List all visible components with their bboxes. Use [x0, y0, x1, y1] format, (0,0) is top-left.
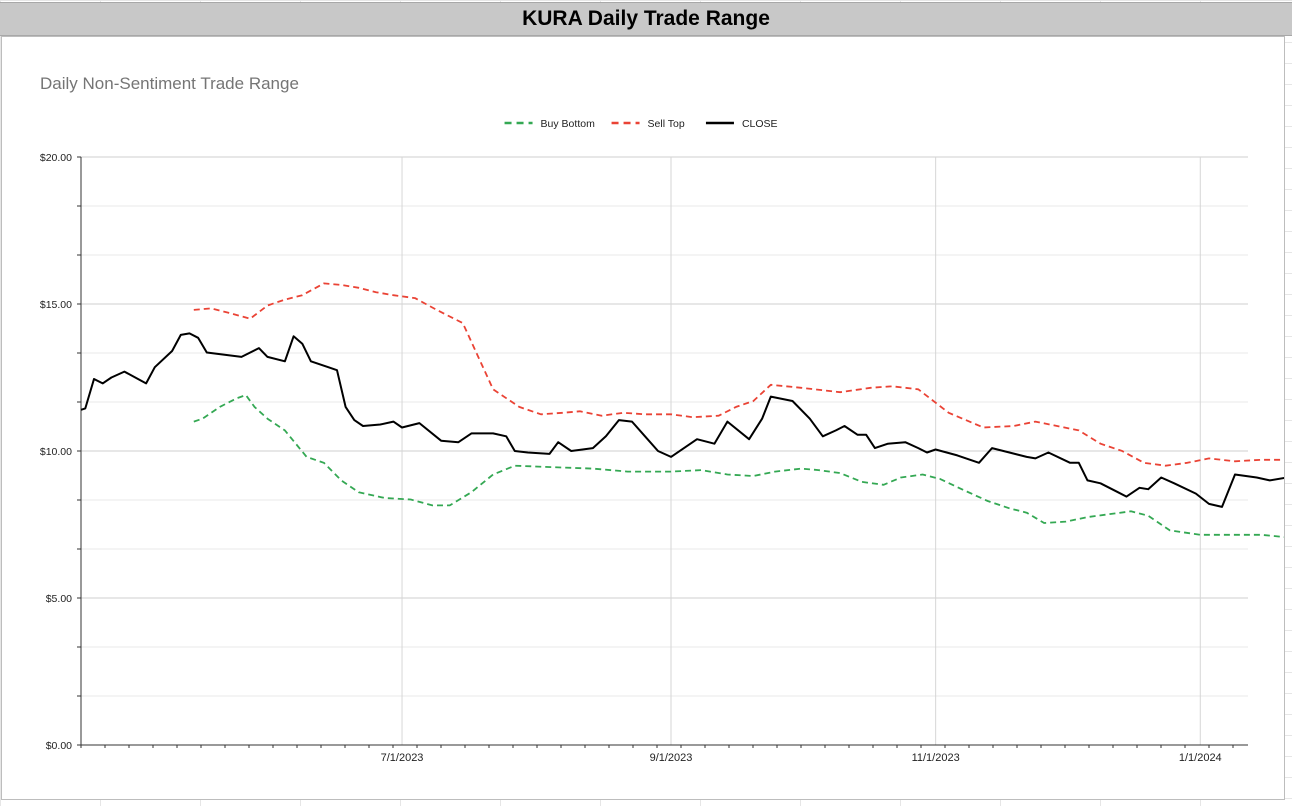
chart-card[interactable]: Daily Non-Sentiment Trade Range 7/1/2023… [1, 36, 1285, 800]
grid-lines [81, 156, 1248, 745]
chart-title: Daily Non-Sentiment Trade Range [40, 74, 299, 93]
legend-item-buy-bottom[interactable]: Buy Bottom [504, 118, 596, 130]
legend-item-close[interactable]: CLOSE [705, 118, 778, 130]
legend-label: Buy Bottom [541, 118, 596, 130]
y-tick-label: $15.00 [40, 299, 72, 311]
sheet-title: KURA Daily Trade Range [0, 2, 1292, 36]
line-chart: Daily Non-Sentiment Trade Range 7/1/2023… [40, 74, 1284, 764]
axes: 7/1/2023 9/1/2023 11/1/2023 1/1/2024 $0.00 $5… [40, 152, 1248, 764]
x-tick-label: 1/1/2024 [1179, 752, 1222, 764]
y-tick-label: $5.00 [46, 593, 72, 605]
x-tick-label: 9/1/2023 [650, 752, 693, 764]
x-tick-label: 7/1/2023 [381, 752, 424, 764]
legend-label: CLOSE [742, 118, 778, 130]
y-tick-label: $10.00 [40, 446, 72, 458]
legend-item-sell-top[interactable]: Sell Top [611, 118, 685, 130]
series-lines [80, 232, 1284, 539]
y-tick-label: $0.00 [46, 740, 72, 752]
x-tick-label: 11/1/2023 [912, 752, 960, 764]
series-line-buy-bottom[interactable] [193, 394, 1284, 539]
y-tick-label: $20.00 [40, 152, 72, 164]
series-line-close[interactable] [80, 285, 1284, 522]
legend-label: Sell Top [648, 118, 685, 130]
legend[interactable]: Buy Bottom Sell Top CLOSE [504, 118, 778, 130]
series-line-sell-top[interactable] [193, 232, 1284, 467]
